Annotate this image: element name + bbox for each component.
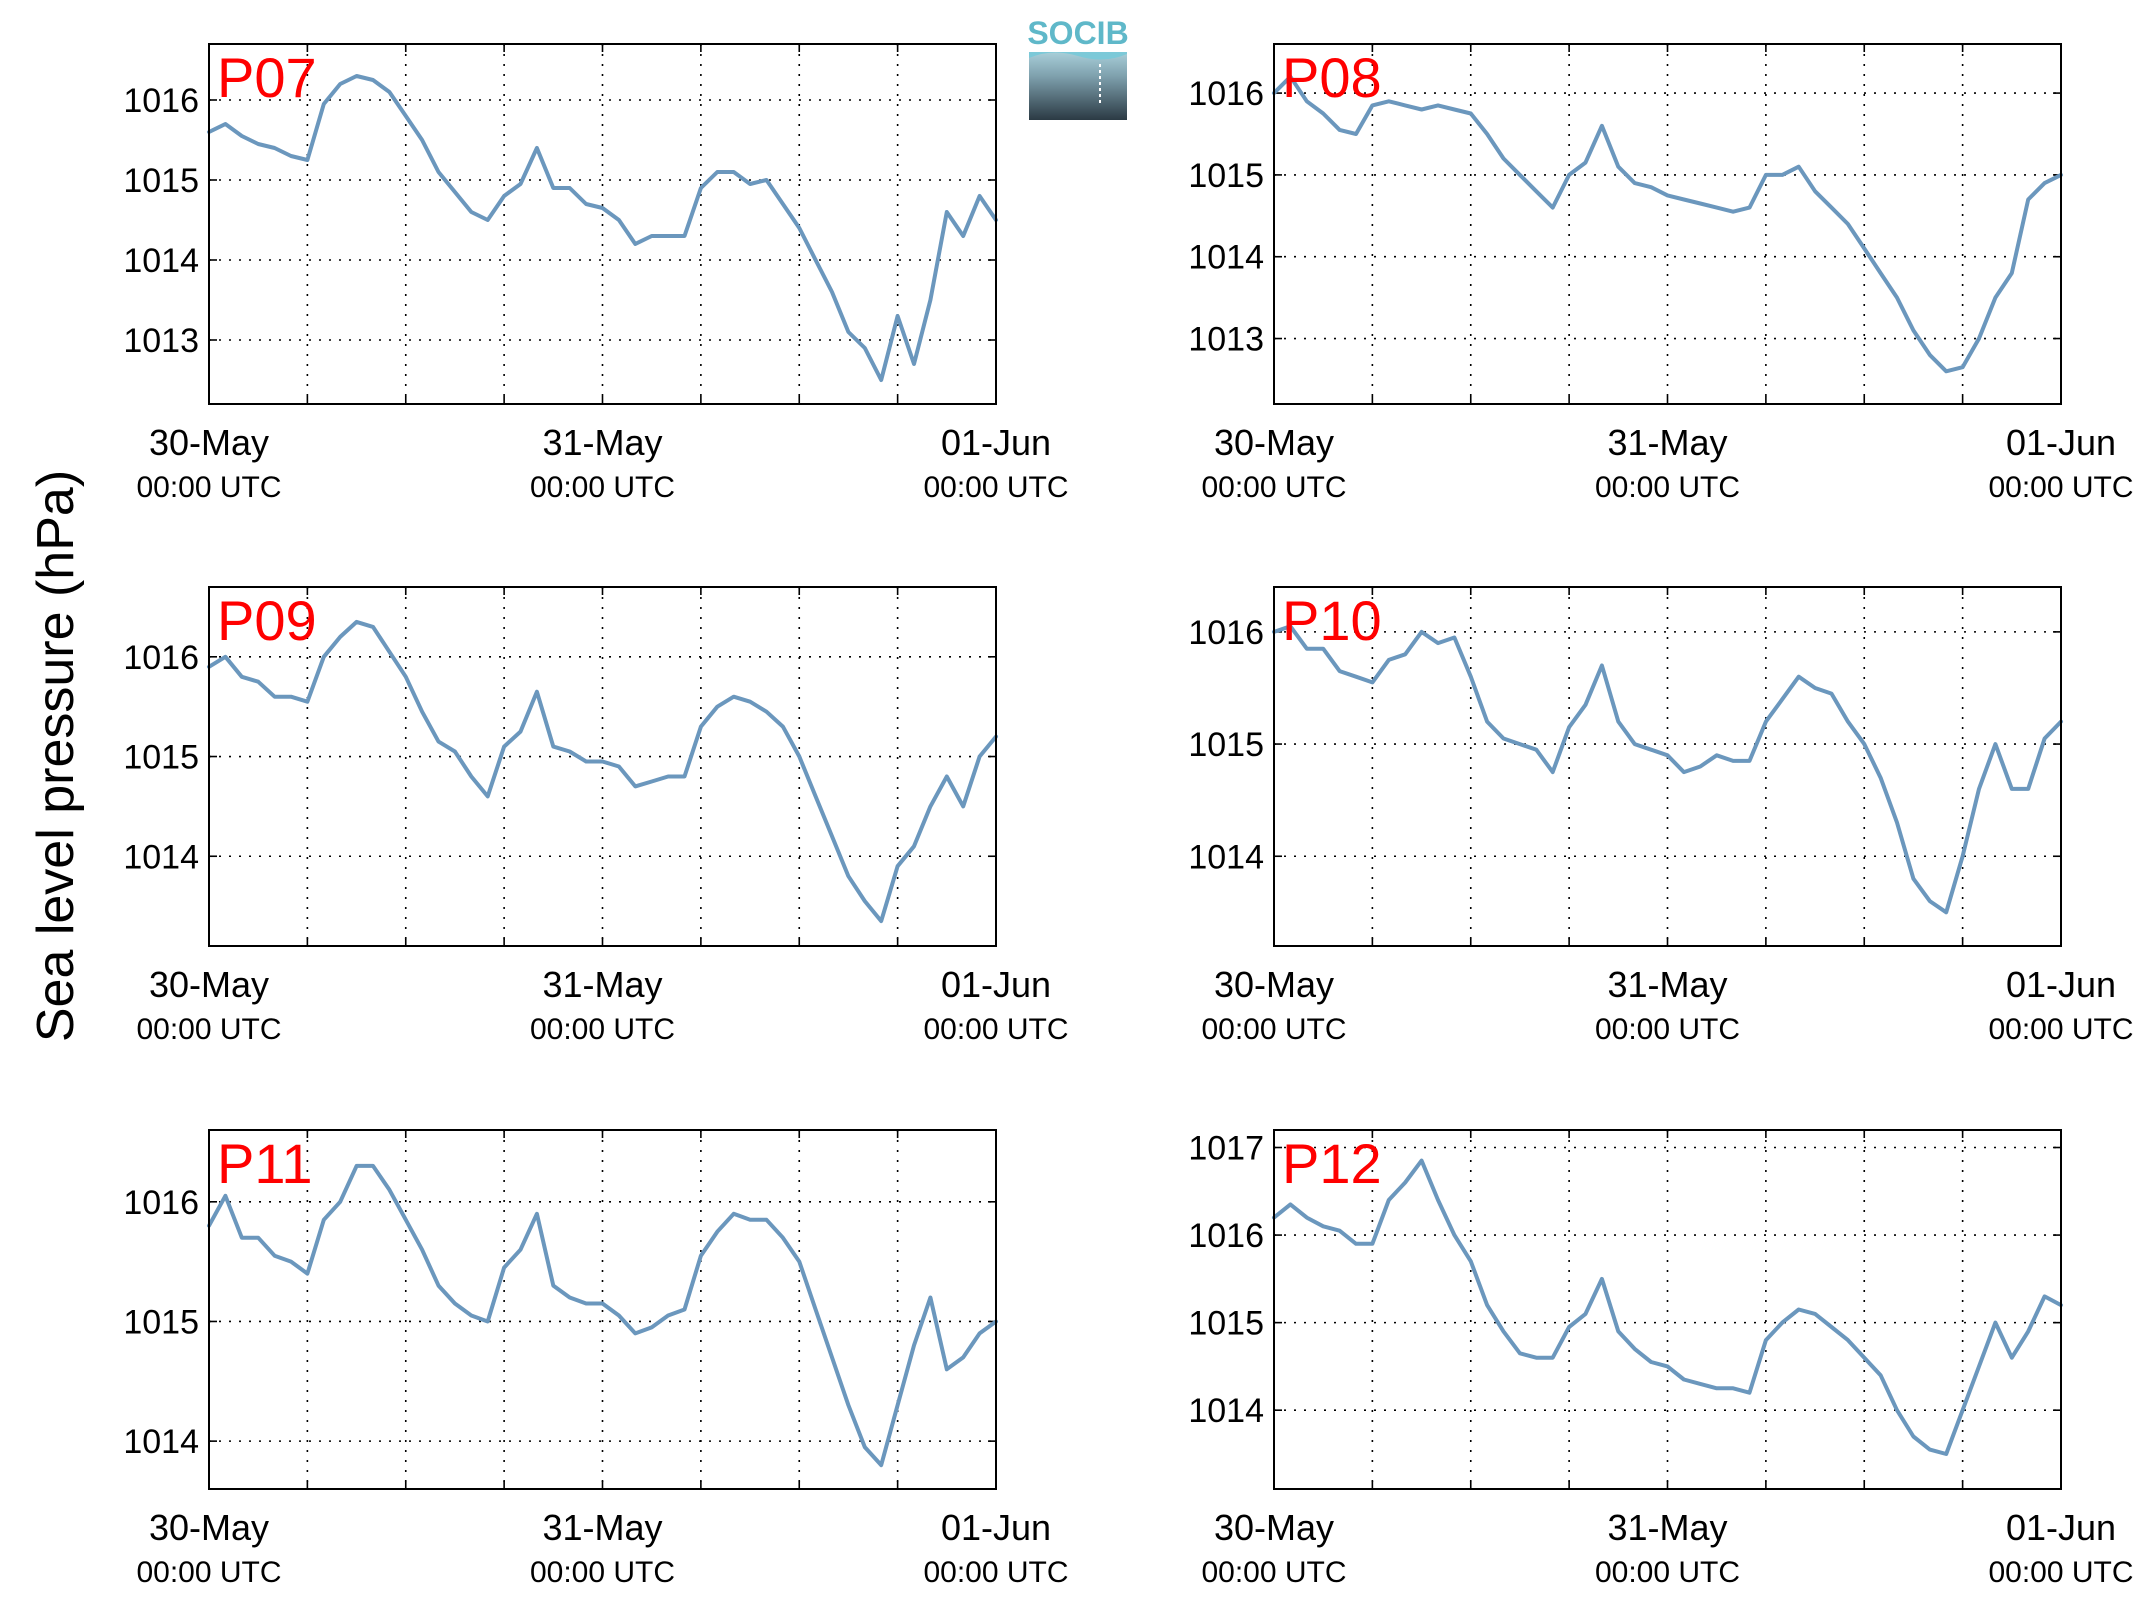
x-tick-label-date: 30-May bbox=[149, 964, 269, 1005]
pressure-series-line bbox=[1272, 1158, 2063, 1456]
x-tick-label-time: 00:00 UTC bbox=[1595, 471, 1740, 504]
y-tick-label: 1014 bbox=[1188, 838, 1264, 876]
panel-label: P11 bbox=[217, 1132, 312, 1195]
panel-p09: 1014 1015 1016 30-May 00:00 UTC 31-May 00:00 U… bbox=[123, 586, 1069, 1046]
x-tick-label-date: 30-May bbox=[149, 1507, 269, 1548]
x-tick-label-time: 00:00 UTC bbox=[1595, 1556, 1740, 1589]
y-tick-label: 1015 bbox=[123, 739, 199, 777]
axes-frame bbox=[1273, 43, 2062, 405]
y-tick-label: 1014 bbox=[123, 1423, 199, 1461]
x-tick-label-date: 31-May bbox=[1607, 964, 1727, 1005]
x-tick-label-time: 00:00 UTC bbox=[530, 1556, 675, 1589]
plot-area bbox=[1274, 587, 2061, 946]
x-tick-label-date: 31-May bbox=[542, 964, 662, 1005]
plot-area bbox=[209, 587, 996, 946]
x-tick-label-date: 01-Jun bbox=[2006, 422, 2116, 463]
panel-label: P07 bbox=[217, 46, 317, 109]
x-tick-label-date: 30-May bbox=[1214, 1507, 1334, 1548]
axes-frame bbox=[1273, 1129, 2062, 1490]
x-tick-label-date: 31-May bbox=[1607, 1507, 1727, 1548]
x-tick-label-date: 30-May bbox=[1214, 964, 1334, 1005]
y-tick-label: 1016 bbox=[123, 82, 199, 120]
y-tick-label: 1014 bbox=[1188, 239, 1264, 277]
x-tick-label-time: 00:00 UTC bbox=[1201, 1013, 1346, 1046]
x-tick-label-date: 31-May bbox=[542, 1507, 662, 1548]
y-tick-label: 1014 bbox=[1188, 1392, 1264, 1430]
x-tick-label-time: 00:00 UTC bbox=[136, 471, 281, 504]
logo-wave-block bbox=[1029, 52, 1127, 120]
x-tick-label-date: 30-May bbox=[149, 422, 269, 463]
y-tick-label: 1016 bbox=[123, 1184, 199, 1222]
x-tick-label-time: 00:00 UTC bbox=[923, 471, 1068, 504]
y-tick-label: 1017 bbox=[1188, 1130, 1264, 1168]
socib-logo: SOCIB bbox=[1027, 15, 1129, 120]
x-tick-label-date: 01-Jun bbox=[941, 422, 1051, 463]
pressure-series-line bbox=[1272, 74, 2063, 374]
x-tick-label-time: 00:00 UTC bbox=[136, 1556, 281, 1589]
x-tick-label-time: 00:00 UTC bbox=[1988, 1013, 2133, 1046]
y-axis-label: Sea level pressure (hPa) bbox=[27, 470, 85, 1042]
y-tick-label: 1016 bbox=[1188, 614, 1264, 652]
y-tick-label: 1016 bbox=[1188, 75, 1264, 113]
y-tick-label: 1014 bbox=[123, 838, 199, 876]
panel-label: P09 bbox=[217, 589, 317, 652]
x-tick-label-time: 00:00 UTC bbox=[923, 1556, 1068, 1589]
y-tick-label: 1013 bbox=[1188, 321, 1264, 359]
y-tick-label: 1015 bbox=[1188, 157, 1264, 195]
panel-p11: 1014 1015 1016 30-May 00:00 UTC 31-May 00:00 U… bbox=[123, 1129, 1069, 1589]
x-tick-label-date: 01-Jun bbox=[941, 1507, 1051, 1548]
logo-text: SOCIB bbox=[1027, 15, 1128, 51]
panel-label: P10 bbox=[1282, 589, 1382, 652]
y-tick-label: 1013 bbox=[123, 322, 199, 360]
x-tick-label-date: 31-May bbox=[1607, 422, 1727, 463]
x-tick-label-date: 30-May bbox=[1214, 422, 1334, 463]
y-tick-label: 1016 bbox=[1188, 1217, 1264, 1255]
x-tick-label-time: 00:00 UTC bbox=[1595, 1013, 1740, 1046]
axes-frame bbox=[1273, 586, 2062, 947]
plot-area bbox=[1274, 1130, 2061, 1489]
axes-frame bbox=[208, 43, 997, 405]
y-tick-label: 1015 bbox=[1188, 1305, 1264, 1343]
x-tick-label-time: 00:00 UTC bbox=[530, 471, 675, 504]
panel-label: P08 bbox=[1282, 46, 1382, 109]
x-tick-label-date: 31-May bbox=[542, 422, 662, 463]
panel-p07: 1013 1014 1015 1016 30-May 00:00 UTC 31-May 00:… bbox=[123, 43, 1069, 504]
panel-p12: 1014 1015 1016 1017 30-May 00:00 UTC 31-May 00:… bbox=[1188, 1129, 2134, 1589]
pressure-series-line bbox=[1272, 624, 2063, 915]
x-tick-label-time: 00:00 UTC bbox=[1201, 1556, 1346, 1589]
x-tick-label-time: 00:00 UTC bbox=[1988, 1556, 2133, 1589]
pressure-series-line bbox=[207, 619, 998, 924]
x-tick-label-date: 01-Jun bbox=[2006, 1507, 2116, 1548]
x-tick-label-time: 00:00 UTC bbox=[1988, 471, 2133, 504]
axes-frame bbox=[208, 586, 997, 947]
x-tick-label-time: 00:00 UTC bbox=[923, 1013, 1068, 1046]
y-tick-label: 1015 bbox=[123, 1303, 199, 1341]
axes-frame bbox=[208, 1129, 997, 1490]
panel-p10: 1014 1015 1016 30-May 00:00 UTC 31-May 00:00 U… bbox=[1188, 586, 2134, 1046]
x-tick-label-time: 00:00 UTC bbox=[1201, 471, 1346, 504]
pressure-series-line bbox=[207, 74, 998, 382]
x-tick-label-time: 00:00 UTC bbox=[530, 1013, 675, 1046]
y-tick-label: 1016 bbox=[123, 639, 199, 677]
panels: 1013 1014 1015 1016 30-May 00:00 UTC 31-May 00:… bbox=[123, 43, 2134, 1589]
plot-area bbox=[209, 1130, 996, 1489]
panel-label: P12 bbox=[1282, 1132, 1382, 1195]
y-tick-label: 1015 bbox=[123, 162, 199, 200]
x-tick-label-date: 01-Jun bbox=[941, 964, 1051, 1005]
x-tick-label-time: 00:00 UTC bbox=[136, 1013, 281, 1046]
panel-p08: 1013 1014 1015 1016 30-May 00:00 UTC 31-May 00:… bbox=[1188, 43, 2134, 504]
x-tick-label-date: 01-Jun bbox=[2006, 964, 2116, 1005]
pressure-series-line bbox=[207, 1163, 998, 1468]
logo-wave-crest bbox=[1029, 52, 1127, 60]
y-tick-label: 1014 bbox=[123, 242, 199, 280]
y-tick-label: 1015 bbox=[1188, 726, 1264, 764]
